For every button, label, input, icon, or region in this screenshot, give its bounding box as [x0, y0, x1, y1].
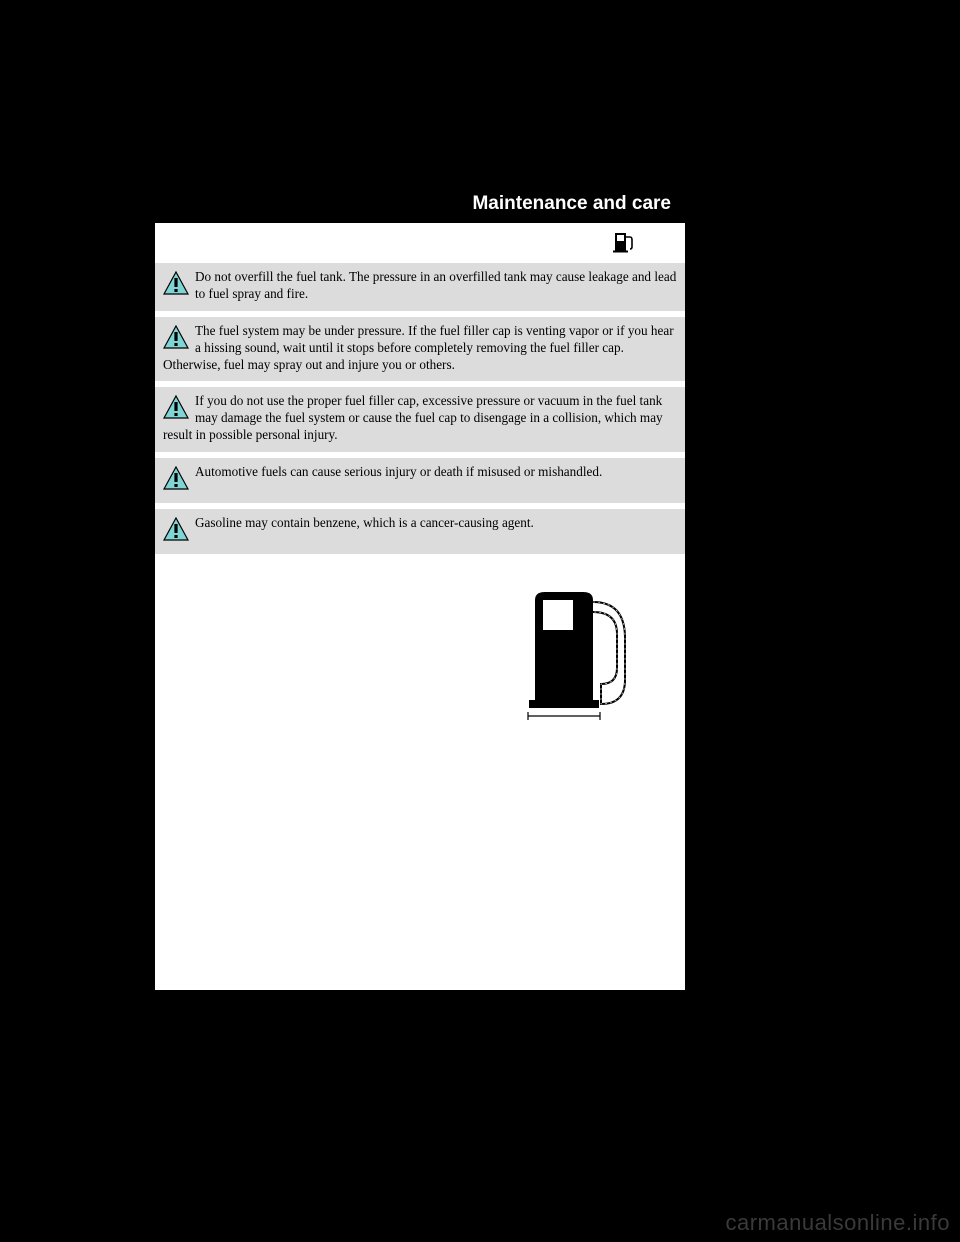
warning-box-4: Automotive fuels can cause serious injur… [155, 458, 685, 503]
warning-text: Do not overfill the fuel tank. The press… [163, 269, 677, 303]
warning-icon [163, 325, 189, 354]
fuel-pump-illustration [155, 560, 685, 728]
warning-text: Gasoline may contain benzene, which is a… [163, 515, 677, 532]
fuel-icon-row [155, 223, 685, 257]
warning-icon [163, 517, 189, 546]
page-title: Maintenance and care [472, 193, 671, 214]
warning-icon [163, 395, 189, 424]
manual-page: Maintenance and care Do not overfill the… [155, 185, 685, 990]
warning-box-5: Gasoline may contain benzene, which is a… [155, 509, 685, 554]
warning-text: If you do not use the proper fuel filler… [163, 393, 677, 444]
warning-icon [163, 271, 189, 300]
warning-box-1: Do not overfill the fuel tank. The press… [155, 263, 685, 311]
fuel-pump-small-icon [613, 231, 635, 253]
warning-box-2: The fuel system may be under pressure. I… [155, 317, 685, 382]
warning-text: Automotive fuels can cause serious injur… [163, 464, 677, 481]
page-number [155, 728, 685, 818]
warning-text: The fuel system may be under pressure. I… [163, 323, 677, 374]
warning-icon [163, 466, 189, 495]
fuel-pump-large-icon [525, 588, 635, 728]
watermark: carmanualsonline.info [725, 1210, 950, 1236]
page-title-bar: Maintenance and care [155, 185, 685, 223]
warning-box-3: If you do not use the proper fuel filler… [155, 387, 685, 452]
